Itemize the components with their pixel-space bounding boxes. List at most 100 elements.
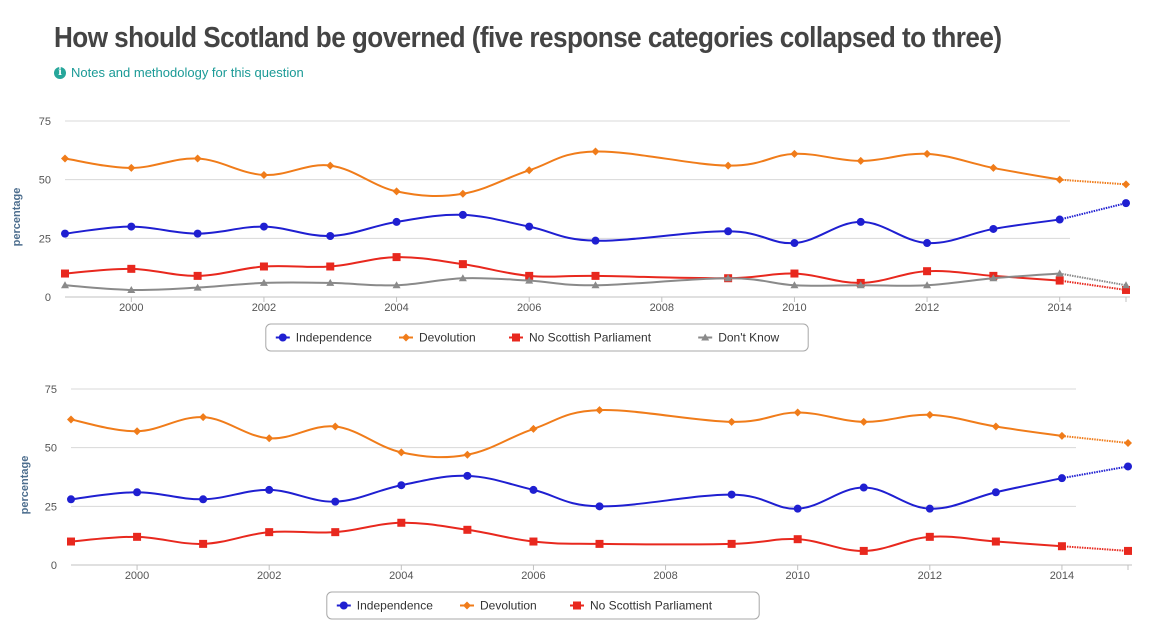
y-tick-label: 0	[45, 292, 51, 304]
data-point	[259, 278, 268, 286]
data-point	[326, 262, 335, 271]
series-line	[64, 213, 1060, 245]
data-point	[923, 239, 932, 248]
data-point	[392, 217, 401, 226]
data-point	[1124, 546, 1132, 555]
data-point	[1124, 438, 1132, 447]
data-point	[265, 434, 274, 443]
data-point	[67, 415, 75, 424]
series-no-scottish-parliament	[61, 253, 1130, 294]
legend-item-devolution[interactable]: Devolution	[460, 599, 537, 613]
legend-label: No Scottish Parliament	[590, 599, 713, 613]
x-tick-label: 2010	[785, 570, 809, 582]
data-point	[259, 262, 268, 271]
data-point	[463, 450, 472, 459]
x-tick-label: 2008	[653, 570, 677, 582]
data-point	[67, 495, 75, 504]
data-point	[127, 285, 136, 293]
data-point	[1122, 199, 1130, 208]
series-line-latest	[1061, 434, 1129, 444]
y-tick-label: 50	[45, 443, 57, 455]
series-line-latest	[1061, 545, 1129, 552]
data-point	[859, 483, 868, 492]
series-line-latest	[1059, 272, 1127, 287]
data-point	[458, 189, 467, 198]
x-tick-label: 2000	[119, 302, 143, 314]
legend-box	[326, 591, 760, 620]
data-point	[989, 274, 998, 282]
data-point	[595, 406, 604, 415]
data-point	[61, 229, 69, 238]
data-point	[856, 281, 865, 289]
data-point	[591, 281, 600, 289]
data-point	[1057, 431, 1066, 440]
data-point	[925, 410, 934, 419]
data-point	[331, 528, 340, 537]
data-point	[793, 408, 802, 417]
data-point	[127, 222, 136, 231]
data-point	[458, 274, 467, 282]
data-point	[1055, 215, 1064, 224]
x-tick-label: 2006	[517, 302, 541, 314]
data-point	[259, 222, 268, 231]
legend-label: Don't Know	[718, 331, 779, 345]
x-tick-label: 2002	[257, 570, 281, 582]
x-tick-label: 2014	[1047, 302, 1071, 314]
x-tick-label: 2010	[782, 302, 806, 314]
legend: Independence Devolution No Scottish Parlia…	[265, 323, 809, 352]
chart-excluding-dont-know: 0 25 50 75 2000 2002 2004 2006 2008 2010 2012 2014 p…	[19, 384, 1132, 620]
data-point	[525, 276, 534, 284]
legend-marker	[512, 333, 520, 342]
data-point	[397, 481, 406, 490]
data-point	[991, 537, 1000, 546]
notes-methodology-link[interactable]: i Notes and methodology for this questio…	[54, 65, 304, 80]
data-point	[326, 231, 335, 240]
data-point	[463, 525, 472, 534]
notes-link-label: Notes and methodology for this question	[71, 65, 304, 80]
data-point	[392, 253, 401, 262]
legend-marker	[463, 601, 471, 610]
data-point	[923, 149, 932, 158]
data-point	[529, 424, 538, 433]
legend-label: Devolution	[419, 331, 476, 345]
series-line	[70, 474, 1063, 510]
data-point	[61, 281, 69, 289]
data-point	[989, 163, 998, 172]
series-devolution	[67, 406, 1132, 459]
data-point	[1055, 269, 1064, 277]
data-point	[331, 422, 340, 431]
legend-marker	[278, 333, 287, 342]
data-point	[265, 528, 274, 537]
legend: Independence Devolution No Scottish Parlia…	[326, 591, 760, 620]
series-line	[64, 256, 1060, 284]
x-tick-label: 2004	[384, 302, 408, 314]
data-point	[595, 539, 604, 548]
y-tick-label: 25	[45, 501, 57, 513]
data-point	[790, 239, 799, 248]
x-tick-label: 2006	[521, 570, 545, 582]
legend-item-no-scottish-parliament[interactable]: No Scottish Parliament	[509, 331, 652, 345]
x-tick-label: 2008	[650, 302, 674, 314]
data-point	[133, 427, 142, 436]
data-point	[127, 264, 136, 273]
legend-item-independence[interactable]: Independence	[275, 331, 372, 345]
data-point	[259, 170, 268, 179]
data-point	[790, 269, 799, 278]
legend-item-independence[interactable]: Independence	[336, 599, 433, 613]
legend-label: Independence	[357, 599, 433, 613]
legend-label: No Scottish Parliament	[529, 331, 652, 345]
data-point	[199, 495, 208, 504]
legend-item-no-scottish-parliament[interactable]: No Scottish Parliament	[570, 599, 713, 613]
data-point	[463, 471, 472, 480]
legend-item-don-t-know[interactable]: Don't Know	[698, 331, 780, 345]
legend-item-devolution[interactable]: Devolution	[399, 331, 476, 345]
data-point	[265, 485, 274, 494]
data-point	[458, 210, 467, 219]
x-tick-label: 2012	[915, 302, 939, 314]
x-tick-label: 2014	[1050, 570, 1074, 582]
series-don-t-know	[61, 269, 1130, 293]
data-point	[193, 271, 202, 280]
data-point	[923, 267, 932, 276]
series-line-latest	[1059, 178, 1127, 186]
data-point	[1057, 474, 1066, 483]
